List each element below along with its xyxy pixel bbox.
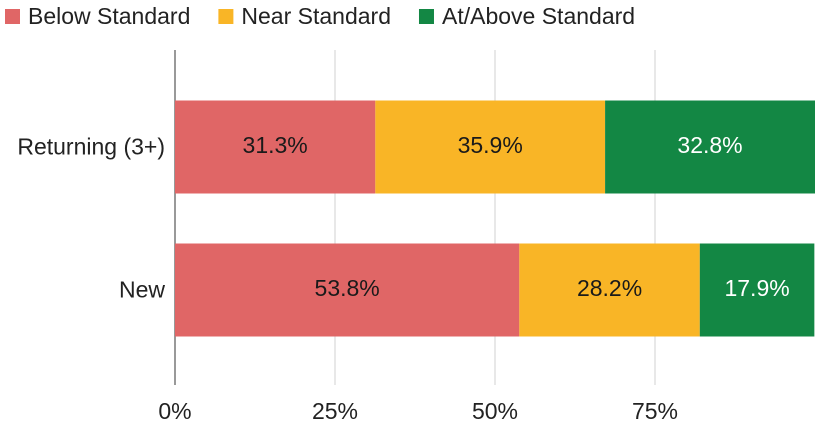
x-tick-label: 0%: [158, 398, 191, 424]
data-label: 32.8%: [677, 132, 742, 158]
x-tick-label: 50%: [472, 398, 518, 424]
bar-segment: [175, 243, 520, 337]
legend-swatch: [218, 9, 234, 24]
data-label: 35.9%: [458, 132, 523, 158]
data-label: 31.3%: [243, 132, 308, 158]
data-label: 53.8%: [315, 275, 380, 301]
data-label: 28.2%: [577, 275, 642, 301]
bar-segment: [519, 243, 700, 337]
legend-swatch: [418, 9, 434, 24]
legend-label: At/Above Standard: [442, 3, 635, 29]
y-tick-label: New: [118, 276, 165, 303]
legend-label: Near Standard: [241, 3, 391, 29]
y-tick-label: Returning (3+): [17, 133, 165, 160]
bar-segment: [175, 100, 376, 194]
legend-label: Below Standard: [28, 3, 190, 29]
bar-segment: [605, 100, 815, 194]
x-tick-label: 75%: [632, 398, 678, 424]
data-label: 17.9%: [724, 275, 789, 301]
legend-swatch: [5, 9, 20, 24]
bar-segment: [375, 100, 606, 194]
bar-segment: [699, 243, 815, 337]
x-tick-label: 25%: [312, 398, 358, 424]
